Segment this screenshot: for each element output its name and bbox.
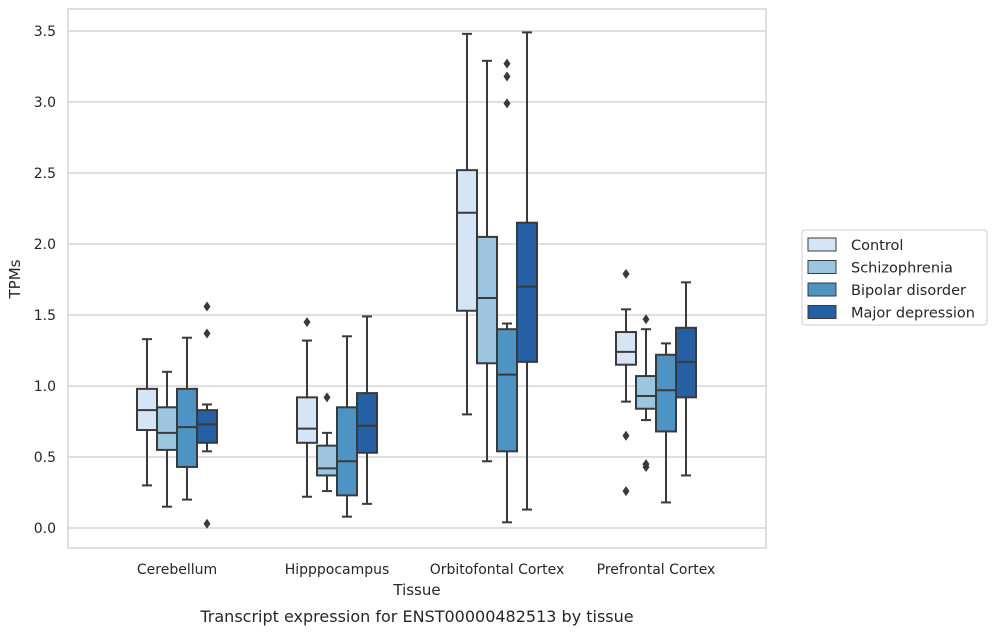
- box-2-3: [516, 31, 538, 511]
- legend-label: Major depression: [851, 306, 975, 322]
- box-iqr: [156, 406, 178, 451]
- y-tick-label: 2.0: [34, 237, 56, 253]
- outlier-point: [303, 317, 311, 328]
- x-tick-label: Cerebellum: [137, 562, 217, 578]
- x-tick-labels: Cerebellum Hipppocampus Orbitofontal Corte…: [137, 562, 715, 578]
- legend-swatch: [807, 282, 837, 297]
- outlier-point: [503, 98, 511, 109]
- grid-lines: [68, 30, 766, 529]
- outlier-point: [203, 518, 211, 529]
- x-tick-label: Prefrontal Cortex: [597, 562, 716, 578]
- box-3-0: [615, 268, 637, 497]
- box-iqr: [336, 406, 358, 497]
- y-axis-label: TPMs: [6, 259, 24, 299]
- outlier-point: [642, 314, 650, 325]
- y-tick-label: 0.0: [34, 521, 56, 537]
- box-iqr: [196, 409, 218, 444]
- chart-caption: Transcript expression for ENST0000048251…: [199, 607, 633, 626]
- box-iqr: [456, 169, 478, 312]
- box-2-1: [476, 59, 498, 463]
- y-tick-label: 1.0: [34, 379, 56, 395]
- outlier-point: [323, 392, 331, 403]
- box-iqr: [296, 396, 318, 444]
- box-iqr: [316, 444, 338, 477]
- box-iqr: [615, 331, 637, 366]
- box-1-0: [296, 317, 318, 498]
- box-2-2: [496, 58, 518, 524]
- legend-label: Schizophrenia: [851, 261, 953, 277]
- box-iqr: [496, 328, 518, 453]
- y-tick-labels: 0.0 0.5 1.0 1.5 2.0 2.5 3.0 3.5: [34, 24, 56, 537]
- outlier-point: [622, 268, 630, 279]
- box-0-1: [156, 370, 178, 508]
- box-1-2: [336, 335, 358, 518]
- outlier-point: [622, 430, 630, 441]
- box-1-3: [356, 315, 378, 505]
- box-iqr: [476, 235, 498, 365]
- legend-swatch: [807, 260, 837, 274]
- box-0-2: [176, 336, 198, 501]
- box-iqr: [635, 375, 657, 410]
- outlier-point: [203, 301, 211, 312]
- outlier-point: [503, 71, 511, 82]
- x-tick-label: Orbitofontal Cortex: [430, 562, 565, 578]
- legend-frame: [801, 229, 988, 326]
- boxes: [136, 31, 697, 529]
- box-0-3: [196, 301, 218, 529]
- box-3-2: [655, 342, 677, 504]
- box-3-3: [675, 281, 697, 477]
- box-0-0: [136, 338, 158, 487]
- y-tick-label: 3.5: [34, 24, 56, 40]
- outlier-point: [622, 486, 630, 497]
- legend: Control Schizophrenia Bipolar disorder Majo…: [801, 229, 988, 326]
- box-iqr: [516, 221, 538, 363]
- y-tick-label: 0.5: [34, 450, 56, 466]
- outlier-point: [503, 58, 511, 69]
- outlier-point: [203, 328, 211, 339]
- box-iqr: [356, 392, 378, 454]
- legend-swatch: [807, 237, 837, 252]
- y-tick-label: 1.5: [34, 308, 56, 324]
- legend-swatch: [807, 305, 837, 319]
- y-tick-label: 3.0: [34, 95, 56, 111]
- box-3-1: [635, 314, 657, 472]
- x-axis-label: Tissue: [392, 581, 440, 599]
- y-tick-label: 2.5: [34, 166, 56, 182]
- box-1-1: [316, 392, 338, 493]
- x-tick-label: Hipppocampus: [285, 562, 390, 578]
- legend-label: Control: [851, 238, 903, 254]
- plot-frame: [67, 8, 767, 549]
- box-iqr: [655, 353, 677, 433]
- outlier-point: [642, 461, 650, 472]
- legend-label: Bipolar disorder: [851, 283, 966, 299]
- box-2-0: [456, 32, 478, 416]
